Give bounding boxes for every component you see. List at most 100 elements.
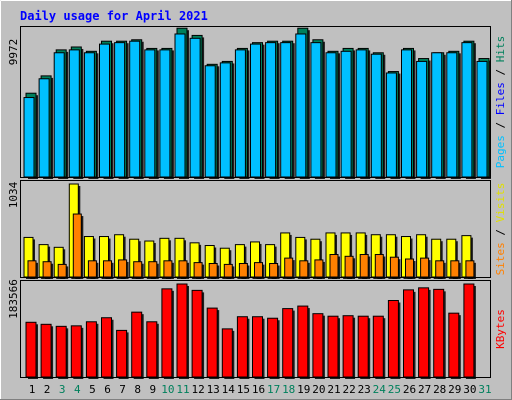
legend-visits-panel: Sites / Visits xyxy=(494,183,507,276)
files-bar xyxy=(189,37,201,178)
kbytes-bar xyxy=(131,311,143,378)
day-label: 27 xyxy=(418,383,431,396)
day-label: 4 xyxy=(74,383,81,396)
files-bar xyxy=(99,43,110,178)
visits-max-label: 1034 xyxy=(7,181,20,208)
files-bar xyxy=(476,60,488,178)
kbytes-bar xyxy=(267,317,279,378)
kbytes-bar xyxy=(176,283,188,378)
files-bar xyxy=(144,49,156,178)
sites-bar xyxy=(72,213,82,278)
files-bar xyxy=(340,50,352,178)
files-bar xyxy=(234,49,246,178)
files-bar xyxy=(370,53,382,178)
legend-hits: Hits xyxy=(494,36,507,63)
sites-bar xyxy=(435,260,445,278)
legend-visits: Visits xyxy=(494,183,507,223)
day-label: 24 xyxy=(373,383,387,396)
sites-bar xyxy=(314,259,324,278)
day-label: 2 xyxy=(44,383,51,396)
sites-bar xyxy=(87,260,97,278)
sites-bar xyxy=(133,261,143,278)
files-bar xyxy=(53,52,65,178)
files-bar xyxy=(219,62,231,178)
legend-kbytes: KBytes xyxy=(494,309,507,349)
kbytes-bar xyxy=(161,288,173,378)
sites-bar xyxy=(374,254,384,278)
day-label: 19 xyxy=(297,383,310,396)
sites-bar xyxy=(238,263,248,278)
sites-bar xyxy=(148,261,158,278)
kbytes-bar xyxy=(221,328,233,378)
kbytes-bar xyxy=(418,287,430,378)
kbytes-bar xyxy=(40,323,52,378)
legend-files: Files xyxy=(494,82,507,115)
kbytes-bar xyxy=(191,289,203,378)
day-label: 22 xyxy=(342,383,355,396)
day-label: 16 xyxy=(252,383,265,396)
sites-bar xyxy=(359,254,369,278)
day-label: 7 xyxy=(119,383,126,396)
day-label: 6 xyxy=(104,383,111,396)
day-label: 23 xyxy=(358,383,371,396)
day-label: 12 xyxy=(191,383,204,396)
day-label: 8 xyxy=(134,383,141,396)
files-bar xyxy=(416,60,428,178)
files-bar xyxy=(401,49,412,178)
files-bar xyxy=(280,42,292,178)
kbytes-bar xyxy=(282,308,294,378)
sites-bar xyxy=(269,263,279,278)
kbytes-bars xyxy=(25,283,476,379)
kbytes-bar xyxy=(236,316,248,378)
kbytes-bar xyxy=(116,329,128,378)
sites-bar xyxy=(163,260,173,278)
day-label: 5 xyxy=(89,383,96,396)
kbytes-bar xyxy=(433,288,445,378)
files-bar xyxy=(461,42,473,178)
files-bar xyxy=(355,49,367,178)
day-label: 18 xyxy=(282,383,295,396)
day-label: 14 xyxy=(222,383,236,396)
legend-sites: Sites xyxy=(494,242,507,275)
sites-bar xyxy=(118,259,128,278)
chart-title: Daily usage for April 2021 xyxy=(20,9,208,23)
files-bar xyxy=(265,42,277,178)
files-bar xyxy=(174,33,186,178)
files-bar xyxy=(114,42,126,178)
sites-bar xyxy=(57,263,67,278)
day-label: 29 xyxy=(448,383,461,396)
sites-bar xyxy=(254,262,263,278)
sites-bar xyxy=(103,260,112,278)
sites-bar xyxy=(329,254,339,278)
files-bar xyxy=(295,33,307,178)
sites-bar xyxy=(178,260,188,278)
files-bar xyxy=(83,52,95,178)
day-label: 25 xyxy=(388,383,401,396)
kbytes-bar xyxy=(372,315,384,378)
files-bar xyxy=(204,65,216,178)
files-bar xyxy=(385,72,397,178)
files-bar xyxy=(38,78,50,178)
sites-bar xyxy=(27,260,37,278)
day-label: 26 xyxy=(403,383,416,396)
sites-bar xyxy=(420,257,430,278)
day-label: 3 xyxy=(59,383,66,396)
files-bar xyxy=(431,52,443,178)
kbytes-bar xyxy=(297,305,309,378)
legend-pages: Pages xyxy=(494,135,507,168)
hits-bars xyxy=(23,27,491,180)
kbytes-bar xyxy=(55,325,67,378)
files-bar xyxy=(446,52,458,178)
kbytes-bar xyxy=(101,317,112,378)
hits-max-label: 9972 xyxy=(7,39,20,66)
kbytes-bar xyxy=(403,289,414,378)
day-label: 13 xyxy=(207,383,220,396)
files-bar xyxy=(310,42,322,178)
files-bar xyxy=(250,43,261,178)
day-label: 28 xyxy=(433,383,446,396)
day-label: 15 xyxy=(237,383,250,396)
kbytes-bar xyxy=(342,315,354,378)
day-label: 10 xyxy=(161,383,174,396)
sites-bar xyxy=(193,262,203,278)
files-bar xyxy=(159,49,171,178)
